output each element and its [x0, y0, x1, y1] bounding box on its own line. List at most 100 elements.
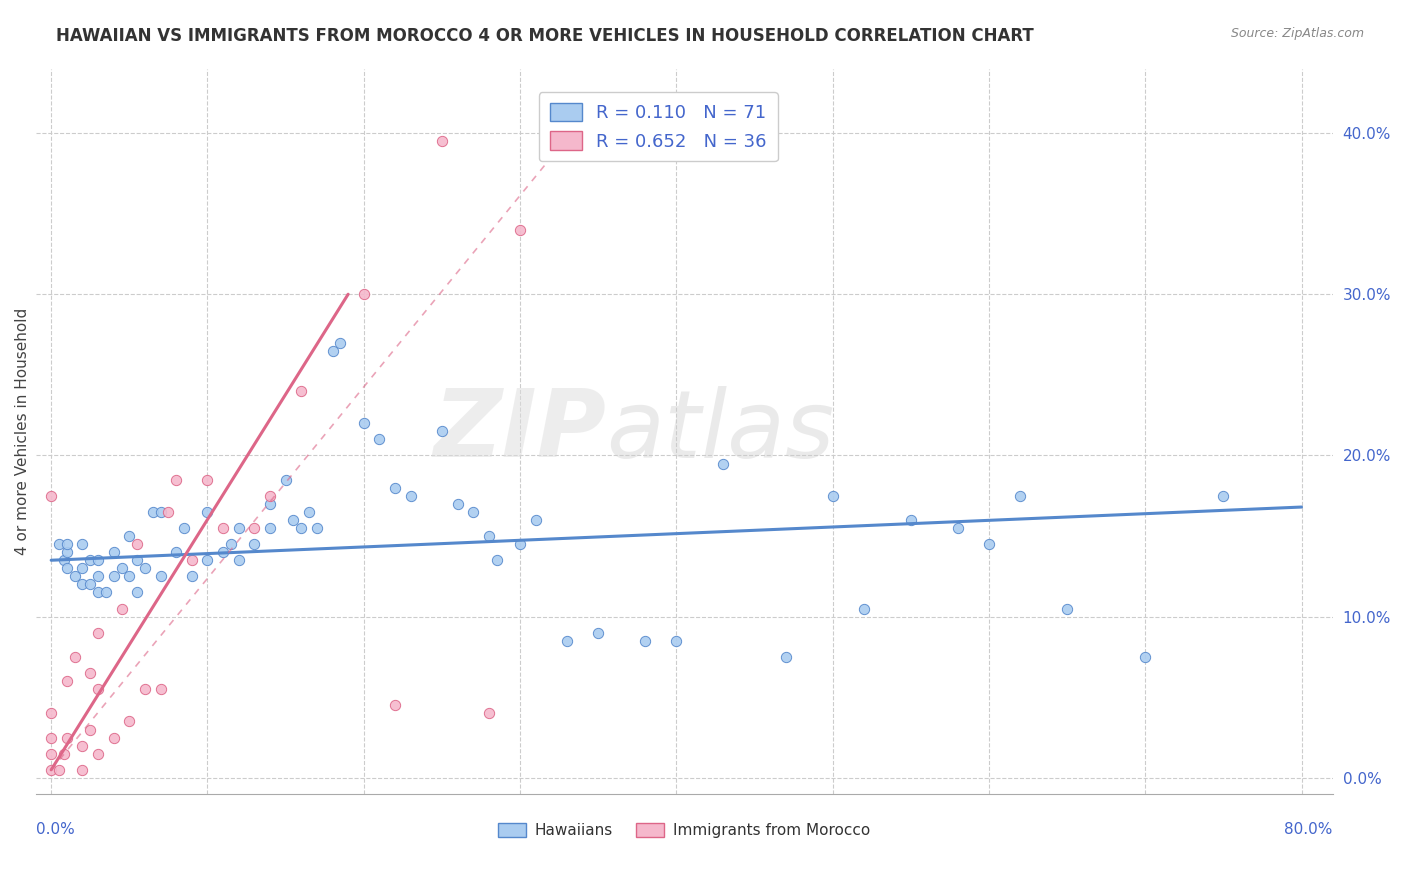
Point: [79, 666, 101, 681]
Point: [56, 561, 79, 575]
Point: [290, 384, 312, 398]
Point: [259, 497, 281, 511]
Point: [149, 569, 172, 583]
Point: [430, 424, 453, 438]
Point: [1010, 489, 1032, 503]
Point: [259, 521, 281, 535]
Point: [509, 537, 531, 551]
Point: [56, 731, 79, 745]
Point: [305, 521, 328, 535]
Point: [946, 521, 969, 535]
Point: [259, 489, 281, 503]
Point: [329, 335, 352, 350]
Text: atlas: atlas: [606, 385, 835, 476]
Point: [87, 682, 110, 697]
Point: [290, 521, 312, 535]
Point: [1056, 601, 1078, 615]
Point: [63, 569, 86, 583]
Point: [711, 457, 734, 471]
Point: [212, 521, 235, 535]
Point: [180, 553, 202, 567]
Point: [1135, 650, 1157, 665]
Point: [56, 537, 79, 551]
Point: [87, 569, 110, 583]
Point: [72, 763, 94, 777]
Y-axis label: 4 or more Vehicles in Household: 4 or more Vehicles in Household: [15, 308, 30, 555]
Point: [165, 545, 187, 559]
Point: [478, 529, 501, 543]
Point: [298, 505, 321, 519]
Point: [173, 521, 195, 535]
Text: 0.0%: 0.0%: [35, 822, 75, 837]
Point: [197, 473, 219, 487]
Point: [110, 561, 132, 575]
Point: [39, 763, 62, 777]
Point: [384, 698, 406, 713]
Point: [63, 650, 86, 665]
Point: [56, 674, 79, 689]
Point: [39, 489, 62, 503]
Point: [852, 601, 875, 615]
Point: [127, 553, 149, 567]
Point: [283, 513, 305, 527]
Point: [212, 545, 235, 559]
Point: [87, 747, 110, 761]
Point: [149, 682, 172, 697]
Point: [243, 537, 266, 551]
Point: [274, 473, 297, 487]
Point: [94, 585, 117, 599]
Point: [900, 513, 922, 527]
Point: [48, 537, 70, 551]
Point: [87, 553, 110, 567]
Point: [142, 505, 165, 519]
Point: [228, 553, 250, 567]
Point: [634, 633, 657, 648]
Point: [48, 763, 70, 777]
Point: [118, 569, 141, 583]
Text: ZIP: ZIP: [433, 385, 606, 477]
Point: [463, 505, 485, 519]
Point: [775, 650, 797, 665]
Point: [509, 223, 531, 237]
Point: [127, 585, 149, 599]
Point: [103, 545, 125, 559]
Point: [134, 561, 156, 575]
Point: [228, 521, 250, 535]
Point: [87, 585, 110, 599]
Point: [127, 537, 149, 551]
Point: [180, 569, 202, 583]
Point: [134, 682, 156, 697]
Point: [219, 537, 242, 551]
Point: [72, 577, 94, 591]
Point: [977, 537, 1000, 551]
Point: [197, 505, 219, 519]
Point: [485, 553, 508, 567]
Text: 80.0%: 80.0%: [1285, 822, 1333, 837]
Point: [39, 731, 62, 745]
Point: [821, 489, 844, 503]
Point: [103, 569, 125, 583]
Point: [586, 625, 609, 640]
Point: [197, 553, 219, 567]
Point: [103, 731, 125, 745]
Point: [430, 134, 453, 148]
Point: [399, 489, 422, 503]
Text: HAWAIIAN VS IMMIGRANTS FROM MOROCCO 4 OR MORE VEHICLES IN HOUSEHOLD CORRELATION : HAWAIIAN VS IMMIGRANTS FROM MOROCCO 4 OR…: [56, 27, 1033, 45]
Legend: Hawaiians, Immigrants from Morocco: Hawaiians, Immigrants from Morocco: [492, 817, 876, 845]
Point: [79, 553, 101, 567]
Point: [149, 505, 172, 519]
Point: [368, 433, 391, 447]
Point: [79, 577, 101, 591]
Point: [165, 473, 187, 487]
Point: [72, 561, 94, 575]
Point: [52, 747, 75, 761]
Point: [446, 497, 468, 511]
Point: [665, 633, 688, 648]
Point: [353, 416, 375, 430]
Point: [384, 481, 406, 495]
Text: Source: ZipAtlas.com: Source: ZipAtlas.com: [1230, 27, 1364, 40]
Point: [39, 706, 62, 721]
Point: [79, 723, 101, 737]
Point: [524, 513, 547, 527]
Point: [321, 343, 343, 358]
